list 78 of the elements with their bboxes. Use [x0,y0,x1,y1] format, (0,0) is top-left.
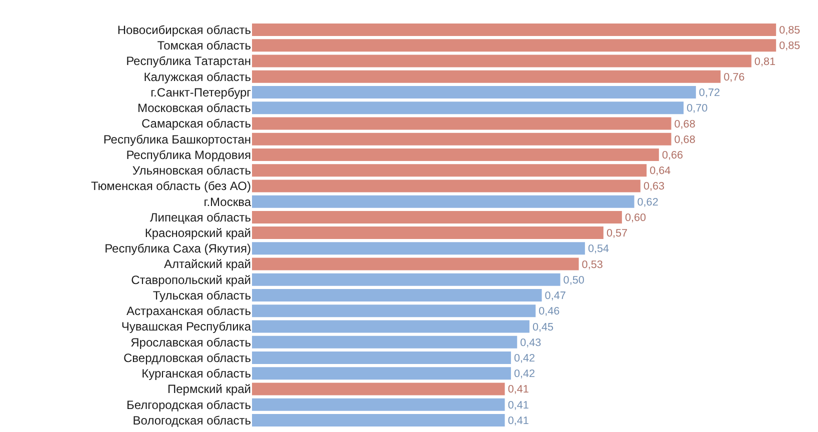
y-tick-label: Вологодская область [132,413,251,428]
bar [252,102,684,114]
bar [252,320,530,333]
y-tick-label: Курганская область [142,366,251,381]
bar [252,180,640,192]
y-tick-label: Калужская область [144,70,251,84]
bar [252,24,776,36]
data-label: 0,64 [650,165,671,178]
data-label: 0,43 [520,336,542,349]
y-tick-label: Республика Мордовия [126,148,251,162]
bar [252,148,659,161]
y-tick-label: Ульяновская область [132,164,251,178]
data-label: 0,41 [508,414,529,427]
data-label: 0,47 [544,290,566,302]
y-tick-label: Тюменская область (без АО) [90,179,251,194]
y-tick-label: Самарская область [141,116,251,131]
data-label: 0,53 [582,258,603,271]
y-tick-label: Липецкая область [150,210,251,224]
data-label: 0,72 [698,87,720,100]
y-tick-label: Ставропольский край [131,272,251,287]
y-tick-label: Республика Татарстан [126,54,251,68]
data-label: 0,68 [674,134,696,146]
data-label: 0,60 [624,212,646,224]
y-tick-label: Республика Башкортостан [103,132,251,146]
data-label: 0,63 [643,180,664,193]
data-label: 0,54 [588,243,609,256]
data-label: 0,41 [508,384,529,396]
y-tick-label: Свердловская область [124,350,251,365]
data-label: 0,50 [563,274,584,286]
bar [252,273,560,286]
data-label: 0,70 [686,102,708,115]
data-label: 0,85 [779,24,800,37]
data-label: 0,85 [779,40,800,52]
y-tick-label: Томская область [157,38,251,53]
y-tick-label: г.Санкт-Петербург [150,85,252,100]
y-tick-label: Московская область [137,101,251,116]
y-tick-label: Новосибирская область [117,23,251,38]
bar [252,210,622,224]
bar [252,242,585,255]
bar [252,289,542,302]
bar [252,414,505,426]
data-label: 0,45 [532,321,554,334]
bar [252,86,696,99]
y-tick-label: Пермский край [167,382,251,396]
bar [252,382,505,396]
y-tick-label: Тульская область [152,288,251,302]
y-tick-label: Белгородская область [126,398,251,412]
data-label: 0,76 [724,71,745,84]
bar [252,351,511,364]
bar [252,258,579,270]
bar [252,164,647,177]
bar [252,117,672,130]
data-label: 0,57 [606,228,628,240]
bar [252,304,536,318]
y-tick-label: Ярославская область [130,335,251,350]
y-tick-label: Астраханская область [126,304,251,318]
data-label: 0,42 [514,368,536,380]
bar [252,70,721,83]
bar [252,398,505,411]
bar [252,195,634,208]
data-label: 0,41 [508,399,529,412]
bar [252,336,518,348]
bar [252,226,604,240]
y-tick-label: Красноярский край [144,226,251,240]
data-label: 0,42 [514,352,536,364]
data-label: 0,81 [754,56,776,68]
bar [252,39,776,52]
data-label: 0,62 [637,196,658,208]
y-tick-label: Чувашская Республика [121,320,252,334]
data-label: 0,46 [538,306,560,318]
y-tick-label: Алтайский край [164,257,251,272]
y-tick-label: Республика Саха (Якутия) [104,242,251,256]
bar [252,132,672,146]
data-label: 0,66 [662,149,684,162]
data-label: 0,68 [674,118,696,130]
bar [252,54,752,68]
y-tick-label: г.Москва [204,194,252,209]
bar [252,367,511,380]
